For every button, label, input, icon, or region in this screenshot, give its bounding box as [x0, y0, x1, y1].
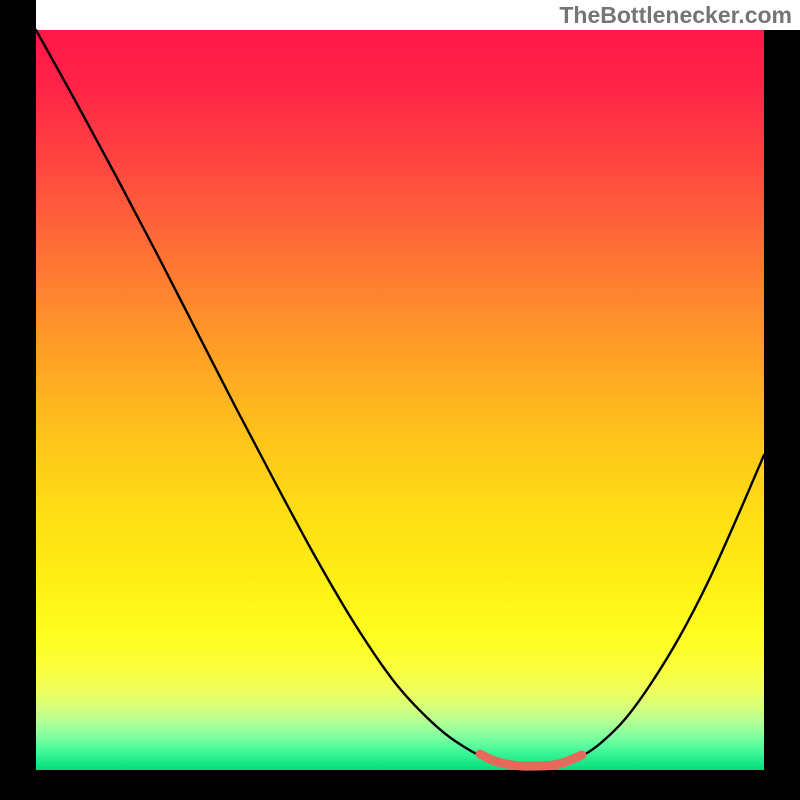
curve-group [36, 30, 764, 766]
marker-group [480, 754, 582, 766]
frame-group [0, 0, 800, 800]
chart-stage: TheBottlenecker.com [0, 0, 800, 800]
chart-overlay-svg [0, 0, 800, 800]
watermark-text: TheBottlenecker.com [559, 2, 792, 29]
